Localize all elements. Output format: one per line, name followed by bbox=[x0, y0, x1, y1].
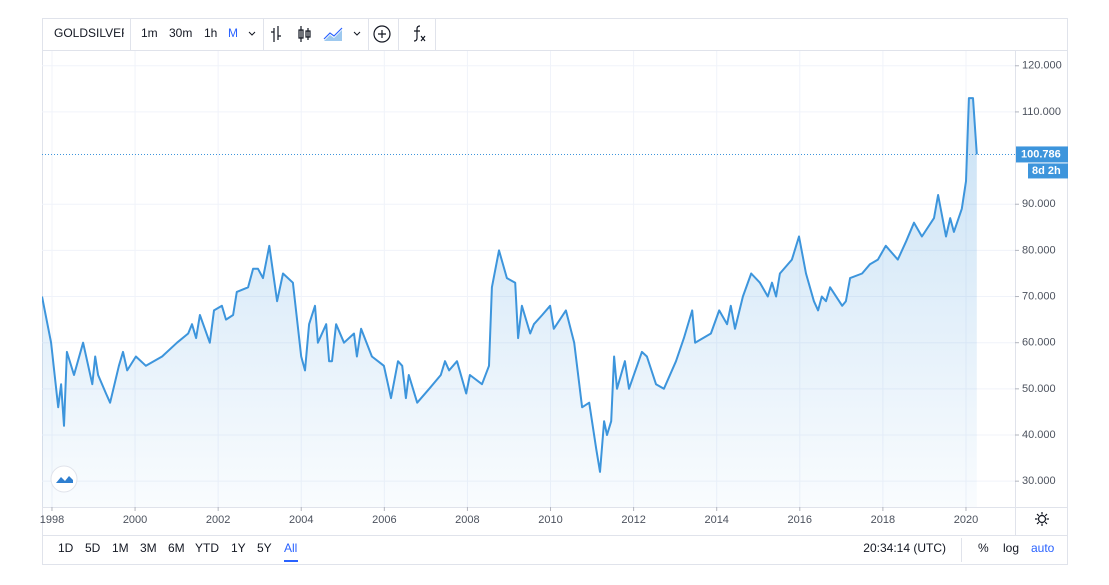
scale-option[interactable]: log bbox=[1003, 541, 1019, 555]
candle-style-icon[interactable] bbox=[298, 26, 311, 42]
x-tick-label: 2008 bbox=[455, 514, 479, 526]
x-tick-label: 2006 bbox=[372, 514, 396, 526]
compare-icon[interactable] bbox=[373, 25, 391, 43]
x-tick-label: 1998 bbox=[40, 514, 64, 526]
interval[interactable]: 1m bbox=[141, 26, 158, 40]
x-tick-label: 2018 bbox=[871, 514, 895, 526]
logo[interactable] bbox=[50, 465, 78, 493]
y-tick-label: 90.000 bbox=[1022, 198, 1056, 210]
x-tick-label: 2012 bbox=[621, 514, 645, 526]
y-tick-label: 60.000 bbox=[1022, 337, 1056, 349]
last-price-tag bbox=[1016, 146, 1068, 163]
range-buttons: 1D 5D 1M 3M 6M YTD 1Y 5Y All bbox=[58, 541, 297, 555]
x-tick-label: 2014 bbox=[704, 514, 728, 526]
range-button[interactable]: 6M bbox=[168, 541, 185, 555]
range-button[interactable]: 1Y bbox=[231, 541, 246, 555]
interval[interactable]: 30m bbox=[169, 26, 192, 40]
bar-style-icon[interactable] bbox=[271, 26, 281, 42]
x-tick-label: 2002 bbox=[206, 514, 230, 526]
chevron[interactable] bbox=[248, 31, 256, 36]
settings-icon[interactable] bbox=[1035, 512, 1049, 526]
x-tick-label: 2016 bbox=[788, 514, 812, 526]
y-tick-label: 40.000 bbox=[1022, 429, 1056, 441]
symbol[interactable]: GOLDSILVER bbox=[54, 26, 130, 40]
plot: 1998 2000 2002 2004 2006 2008 2010 2012 2014 2016… bbox=[40, 51, 1068, 526]
line bbox=[42, 97, 978, 473]
area bbox=[42, 98, 977, 507]
y-tick-label: 70.000 bbox=[1022, 290, 1056, 302]
scale-option[interactable]: % bbox=[978, 541, 989, 555]
last-price-label: 100.786 bbox=[1021, 148, 1061, 160]
y-tick-label: 110.000 bbox=[1022, 106, 1061, 118]
range-button[interactable]: 1M bbox=[112, 541, 129, 555]
range-button[interactable]: 5D bbox=[85, 541, 101, 555]
interval[interactable]: M bbox=[228, 26, 238, 40]
y-tick-label: 80.000 bbox=[1022, 244, 1056, 256]
x-tick-label: 2010 bbox=[538, 514, 562, 526]
range-button[interactable]: 1D bbox=[58, 541, 74, 555]
countdown: 8d 2h bbox=[1032, 165, 1061, 177]
indicators-icon[interactable] bbox=[413, 25, 426, 42]
range-button[interactable]: All bbox=[284, 541, 297, 555]
x-tick-label: 2020 bbox=[954, 514, 978, 526]
interval[interactable]: 1h bbox=[204, 26, 217, 40]
countdown-tag bbox=[1028, 163, 1068, 179]
x-tick-label: 2000 bbox=[123, 514, 147, 526]
range-button[interactable]: 3M bbox=[140, 541, 157, 555]
y-tick-label: 120.000 bbox=[1022, 60, 1062, 72]
y-tick-label: 50.000 bbox=[1022, 383, 1056, 395]
area-style-icon[interactable] bbox=[323, 27, 343, 41]
range-button[interactable]: 5Y bbox=[257, 541, 272, 555]
y-tick-label: 30.000 bbox=[1022, 475, 1056, 487]
range-button[interactable]: YTD bbox=[195, 541, 219, 555]
clock: 20:34:14 (UTC) bbox=[863, 541, 946, 555]
chevron[interactable] bbox=[353, 31, 361, 36]
scale-option[interactable]: auto bbox=[1031, 541, 1055, 555]
series bbox=[42, 97, 978, 507]
x-tick-label: 2004 bbox=[289, 514, 313, 526]
